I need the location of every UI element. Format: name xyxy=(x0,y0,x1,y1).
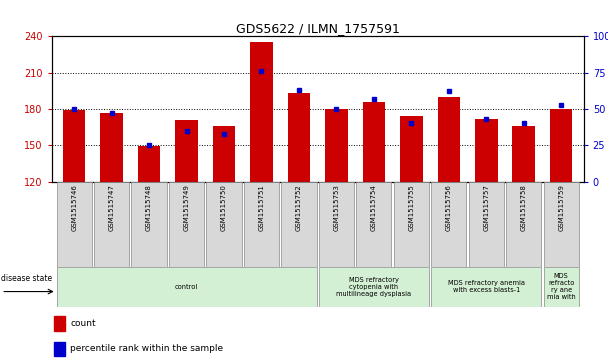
Text: GSM1515752: GSM1515752 xyxy=(296,184,302,231)
Bar xyxy=(175,120,198,182)
Text: percentile rank within the sample: percentile rank within the sample xyxy=(71,344,223,354)
Bar xyxy=(544,267,579,307)
Bar xyxy=(282,182,317,267)
Bar xyxy=(138,146,161,182)
Bar xyxy=(438,97,460,182)
Bar xyxy=(356,182,392,267)
Text: GSM1515746: GSM1515746 xyxy=(71,184,77,231)
Text: GSM1515757: GSM1515757 xyxy=(483,184,489,231)
Bar xyxy=(362,102,385,182)
Text: GSM1515755: GSM1515755 xyxy=(409,184,414,231)
Text: GSM1515751: GSM1515751 xyxy=(258,184,264,231)
Bar xyxy=(506,182,541,267)
Bar xyxy=(319,182,354,267)
Text: GSM1515749: GSM1515749 xyxy=(184,184,190,231)
Bar xyxy=(250,42,273,182)
Text: GSM1515750: GSM1515750 xyxy=(221,184,227,231)
Bar xyxy=(57,267,317,307)
Text: MDS refractory
cytopenia with
multilineage dysplasia: MDS refractory cytopenia with multilinea… xyxy=(336,277,412,297)
Text: MDS
refracto
ry ane
mia with: MDS refracto ry ane mia with xyxy=(547,273,576,300)
Text: GSM1515759: GSM1515759 xyxy=(558,184,564,231)
Bar xyxy=(100,113,123,182)
Title: GDS5622 / ILMN_1757591: GDS5622 / ILMN_1757591 xyxy=(236,22,399,35)
Bar xyxy=(54,342,65,356)
Bar xyxy=(550,109,573,182)
Text: MDS refractory anemia
with excess blasts-1: MDS refractory anemia with excess blasts… xyxy=(447,280,525,293)
Text: control: control xyxy=(175,284,198,290)
Bar xyxy=(63,110,85,182)
Bar xyxy=(131,182,167,267)
Bar xyxy=(475,119,497,182)
Text: GSM1515748: GSM1515748 xyxy=(146,184,152,231)
Bar xyxy=(400,116,423,182)
Text: disease state: disease state xyxy=(1,274,52,283)
Bar xyxy=(288,93,310,182)
Bar xyxy=(213,126,235,182)
Bar xyxy=(544,182,579,267)
Text: GSM1515758: GSM1515758 xyxy=(520,184,527,231)
Bar xyxy=(169,182,204,267)
Bar xyxy=(431,182,466,267)
Bar xyxy=(206,182,241,267)
Text: count: count xyxy=(71,319,96,328)
Bar xyxy=(244,182,279,267)
Text: GSM1515747: GSM1515747 xyxy=(109,184,115,231)
Bar xyxy=(469,182,504,267)
Text: GSM1515753: GSM1515753 xyxy=(333,184,339,231)
Bar xyxy=(54,317,65,331)
Bar xyxy=(431,267,541,307)
Bar xyxy=(513,126,535,182)
Bar xyxy=(319,267,429,307)
Bar xyxy=(325,109,348,182)
Bar xyxy=(94,182,130,267)
Text: GSM1515754: GSM1515754 xyxy=(371,184,377,231)
Bar xyxy=(394,182,429,267)
Bar xyxy=(57,182,92,267)
Text: GSM1515756: GSM1515756 xyxy=(446,184,452,231)
